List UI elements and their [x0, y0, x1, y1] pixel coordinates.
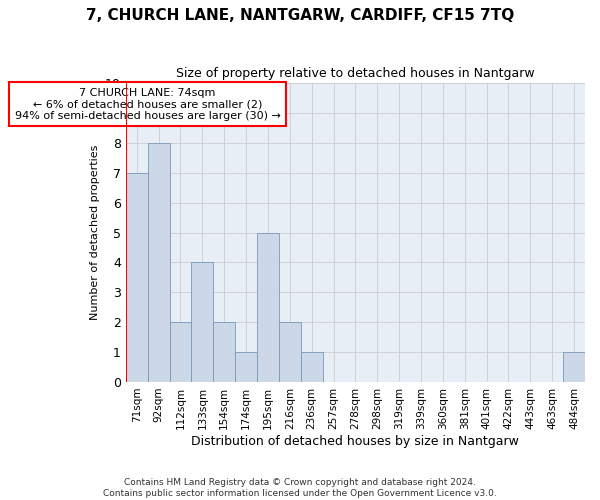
Title: Size of property relative to detached houses in Nantgarw: Size of property relative to detached ho…	[176, 68, 535, 80]
Bar	[148, 143, 170, 382]
Bar	[301, 352, 323, 382]
Bar	[170, 322, 191, 382]
Bar	[191, 262, 213, 382]
Bar	[279, 322, 301, 382]
Bar	[126, 172, 148, 382]
Text: Contains HM Land Registry data © Crown copyright and database right 2024.
Contai: Contains HM Land Registry data © Crown c…	[103, 478, 497, 498]
Text: 7, CHURCH LANE, NANTGARW, CARDIFF, CF15 7TQ: 7, CHURCH LANE, NANTGARW, CARDIFF, CF15 …	[86, 8, 514, 22]
Bar	[257, 232, 279, 382]
Bar	[235, 352, 257, 382]
X-axis label: Distribution of detached houses by size in Nantgarw: Distribution of detached houses by size …	[191, 434, 520, 448]
Bar	[563, 352, 585, 382]
Y-axis label: Number of detached properties: Number of detached properties	[89, 145, 100, 320]
Text: 7 CHURCH LANE: 74sqm
← 6% of detached houses are smaller (2)
94% of semi-detache: 7 CHURCH LANE: 74sqm ← 6% of detached ho…	[15, 88, 281, 120]
Bar	[213, 322, 235, 382]
